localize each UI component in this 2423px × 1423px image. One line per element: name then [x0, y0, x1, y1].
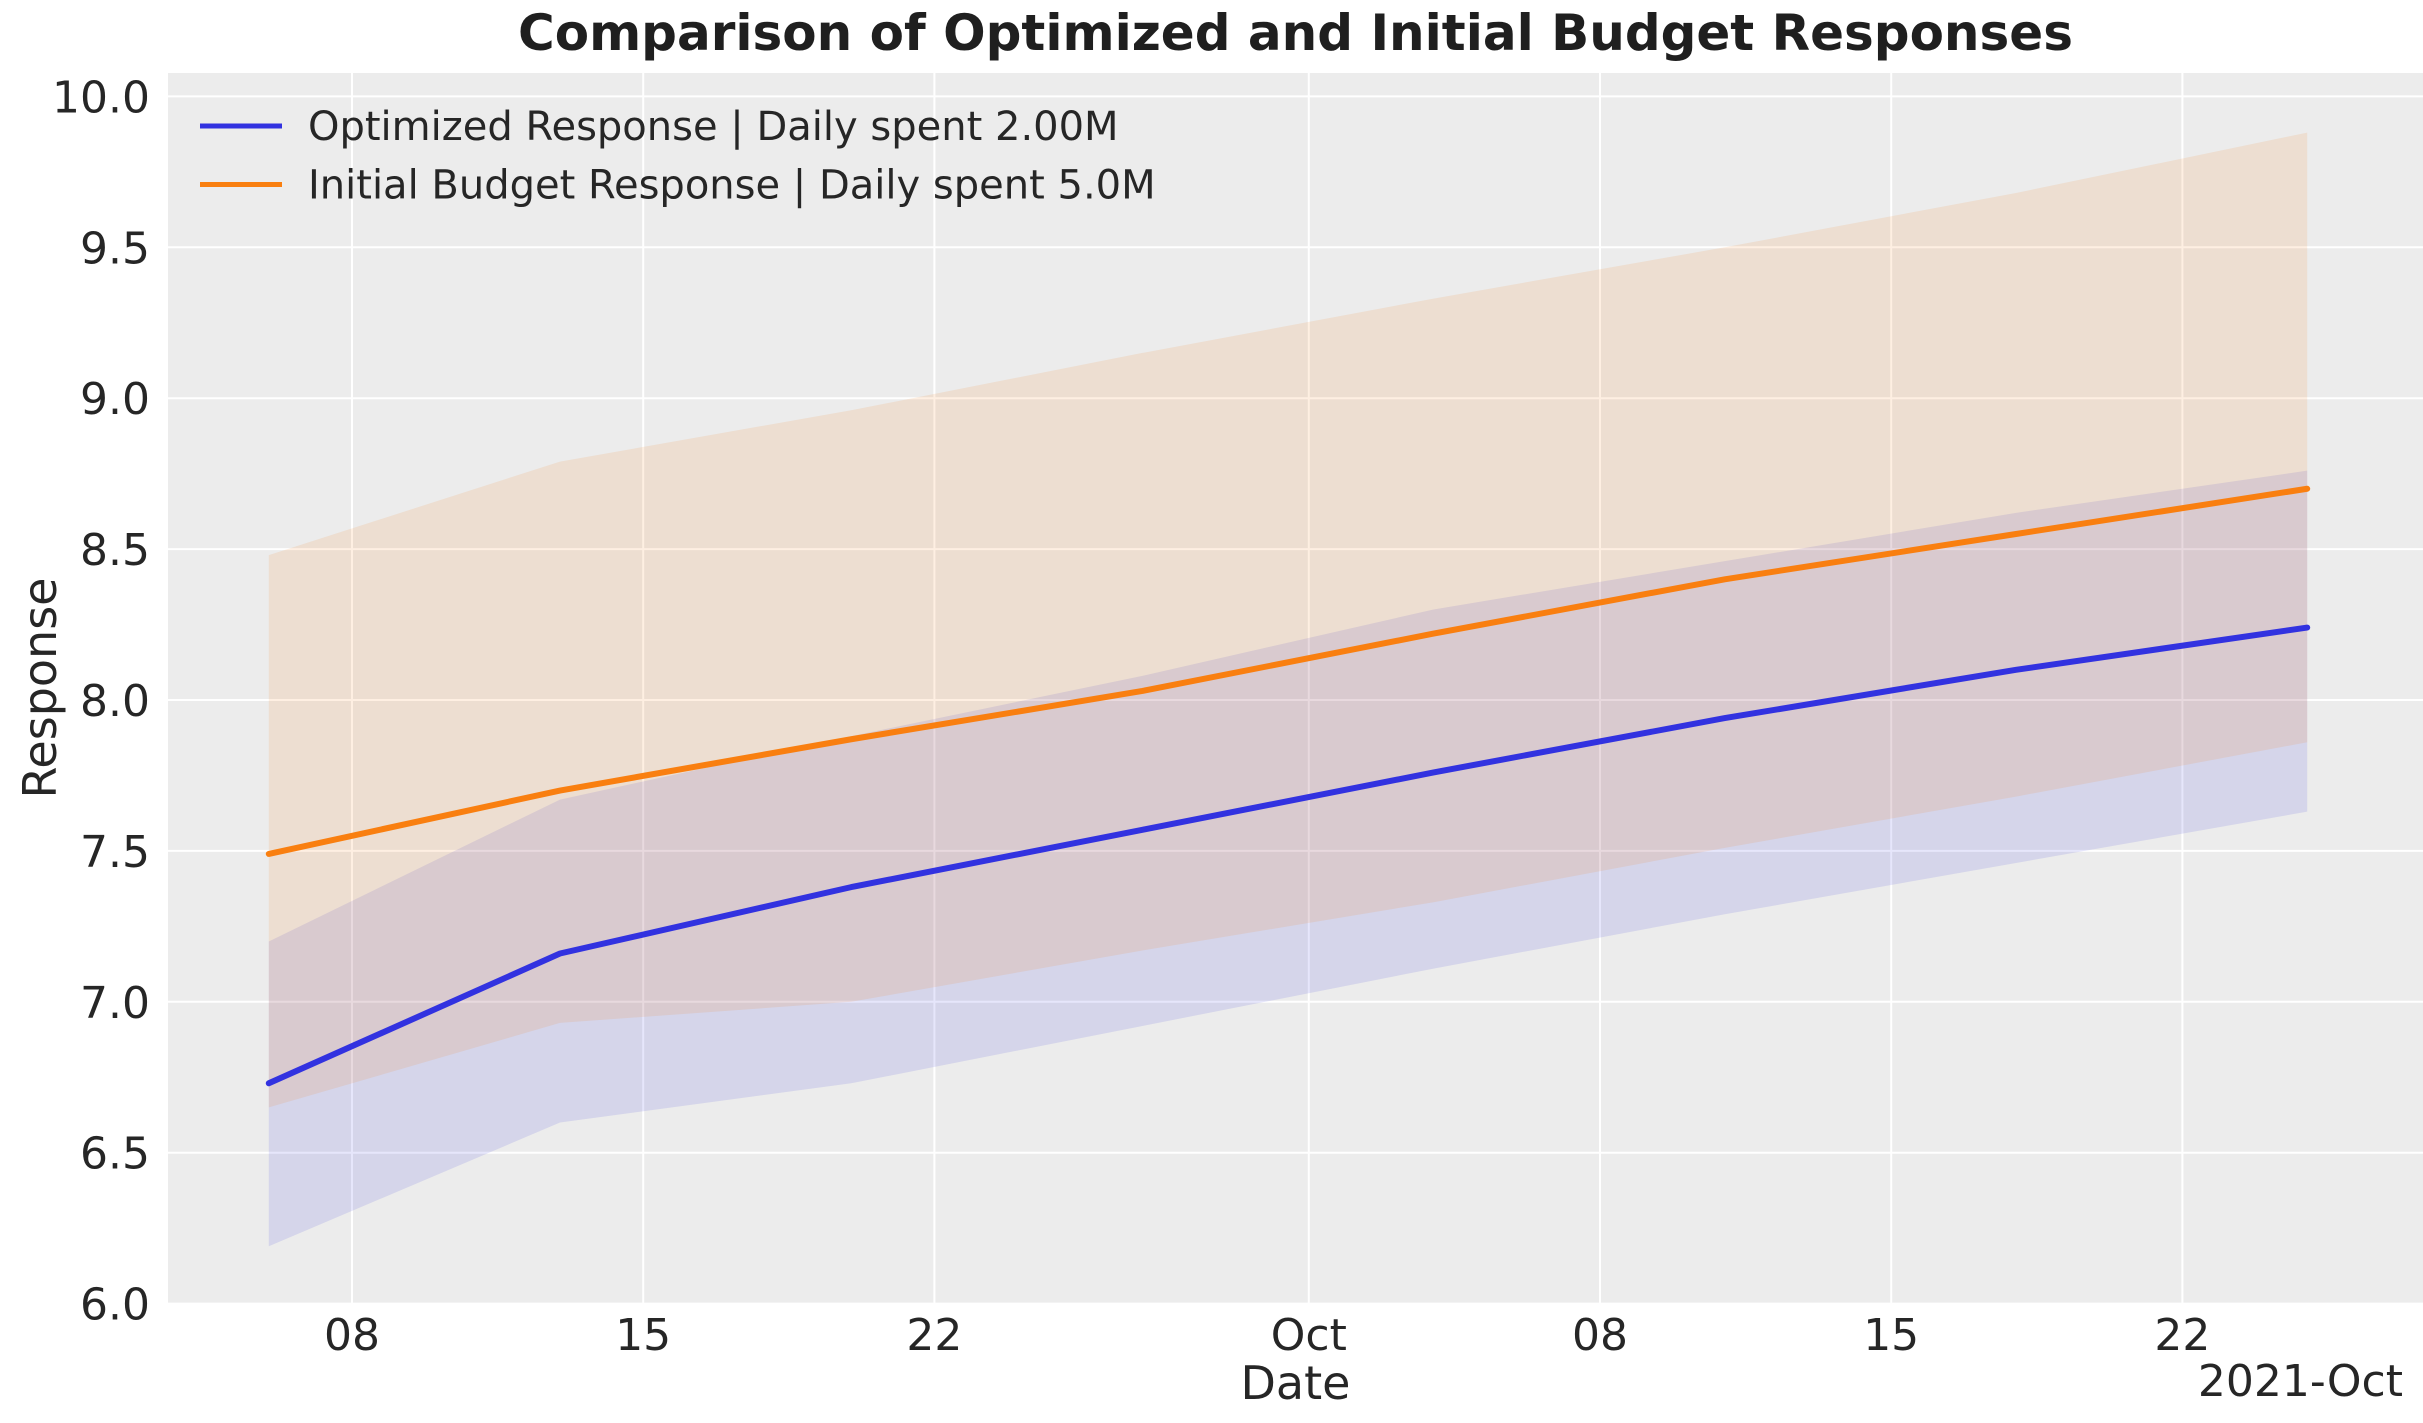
y-tick-label: 9.0 [80, 374, 150, 425]
x-tick-label: 08 [1572, 1310, 1628, 1361]
series-line-0 [265, 624, 2311, 1087]
y-tick-label: 7.0 [80, 978, 150, 1029]
y-tick-label: 6.5 [80, 1129, 150, 1180]
x-tick-label: 15 [615, 1310, 671, 1361]
y-tick-label: 8.5 [80, 525, 150, 576]
x-tick-label: 15 [1863, 1310, 1919, 1361]
y-tick-label: 8.0 [80, 676, 150, 727]
legend-label-1: Initial Budget Response | Daily spent 5.… [308, 163, 1156, 209]
x-tick-label: 22 [2154, 1310, 2210, 1361]
x-tick-label: 22 [906, 1310, 962, 1361]
y-axis-label: Response [13, 577, 67, 799]
confidence-band-1 [268, 132, 2308, 1108]
x-axis-offset-label: 2021-Oct [2197, 1356, 2403, 1407]
series-line-1 [265, 485, 2311, 857]
plot-background [168, 73, 2423, 1304]
chart-title: Comparison of Optimized and Initial Budg… [518, 4, 2073, 62]
y-tick-label: 6.0 [80, 1280, 150, 1331]
x-tick-label: Oct [1271, 1310, 1347, 1361]
y-tick-label: 10.0 [52, 72, 150, 123]
y-tick-label: 9.5 [80, 223, 150, 274]
y-tick-label: 7.5 [80, 827, 150, 878]
legend-label-0: Optimized Response | Daily spent 2.00M [308, 104, 1119, 150]
confidence-band-0 [268, 470, 2308, 1247]
x-tick-label: 08 [324, 1310, 380, 1361]
x-axis-label: Date [1240, 1356, 1351, 1410]
